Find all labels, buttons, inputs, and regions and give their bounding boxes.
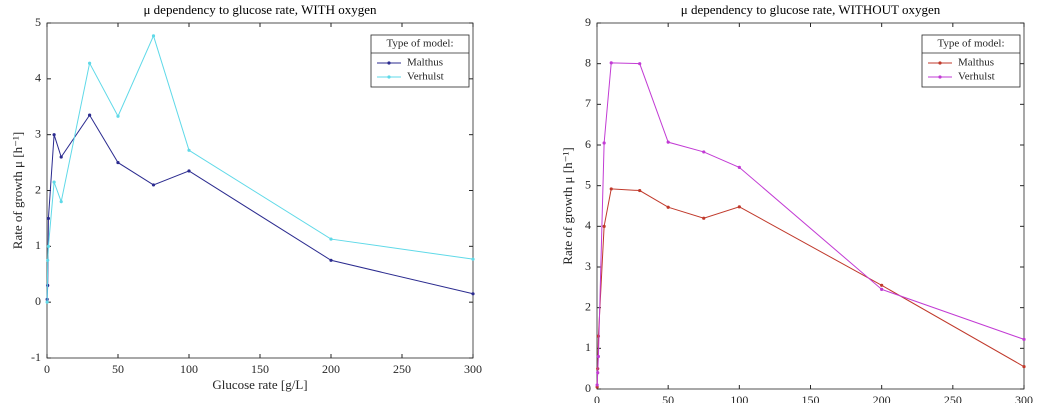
x-tick-label: 250: [944, 393, 962, 403]
y-axis-label: Rate of growth μ [h⁻¹]: [10, 132, 25, 249]
point: [596, 354, 601, 359]
y-tick-label: 0: [585, 381, 591, 395]
y-tick-label: 4: [35, 71, 41, 85]
legend-title: Type of model:: [386, 38, 453, 50]
x-tick-label: 0: [44, 362, 50, 376]
point: [46, 216, 51, 221]
point: [45, 300, 49, 304]
point: [638, 188, 642, 193]
y-tick-label: 0: [35, 294, 41, 308]
point: [602, 141, 606, 145]
point: [609, 187, 613, 191]
point: [595, 383, 599, 387]
point: [702, 216, 706, 220]
legend-marker: [938, 61, 942, 65]
chart-title: μ dependency to glucose rate, WITH oxyge…: [143, 2, 377, 17]
y-tick-label: 3: [585, 259, 591, 273]
point: [737, 205, 741, 209]
point: [46, 244, 51, 248]
point: [471, 292, 475, 296]
x-tick-label: 300: [1015, 393, 1033, 403]
legend-label: Verhulst: [958, 71, 995, 83]
point: [187, 169, 191, 173]
point: [187, 148, 191, 152]
y-tick-label: 9: [585, 15, 591, 29]
point: [702, 150, 706, 154]
legend-box: [921, 34, 1021, 88]
point: [46, 258, 50, 262]
point: [596, 371, 600, 375]
point: [1022, 337, 1026, 341]
legend-label: Malthus: [407, 57, 443, 69]
y-tick-label: 1: [35, 238, 41, 252]
y-tick-label: 4: [585, 218, 591, 232]
y-axis-label: Rate of growth μ [h⁻¹]: [560, 147, 575, 264]
point: [52, 133, 56, 137]
y-tick-label: 6: [585, 137, 591, 151]
x-tick-label: 50: [112, 362, 124, 376]
chart-title: μ dependency to glucose rate, WITHOUT ox…: [681, 2, 941, 17]
x-tick-label: 100: [180, 362, 198, 376]
legend-label: Malthus: [958, 57, 994, 69]
point: [116, 114, 120, 118]
y-tick-label: 1: [585, 340, 591, 354]
legend-label: Verhulst: [407, 71, 444, 83]
x-tick-label: 250: [393, 362, 411, 376]
x-tick-label: 150: [251, 362, 269, 376]
y-tick-label: 2: [585, 299, 591, 313]
point: [666, 140, 670, 144]
point: [329, 237, 333, 241]
point: [737, 165, 741, 169]
point: [638, 62, 642, 66]
point: [666, 205, 670, 209]
y-tick-label: 3: [35, 126, 41, 140]
point: [88, 61, 92, 65]
y-tick-label: 7: [585, 96, 591, 110]
y-tick-label: 8: [585, 55, 591, 69]
point: [116, 160, 120, 165]
legend-marker: [938, 75, 942, 79]
legend-marker: [387, 75, 391, 79]
point: [880, 283, 884, 287]
y-tick-label: 5: [35, 15, 41, 29]
point: [151, 34, 156, 38]
x-tick-label: 50: [662, 393, 674, 403]
point: [59, 200, 63, 204]
point: [1022, 365, 1026, 369]
point: [88, 113, 92, 117]
legend-title: Type of model:: [937, 38, 1004, 50]
point: [471, 257, 475, 261]
point: [329, 258, 333, 262]
y-tick-label: 2: [35, 182, 41, 196]
point: [609, 61, 613, 65]
y-tick-label: -1: [31, 350, 41, 364]
x-axis-label: Glucose rate [g/L]: [212, 377, 307, 392]
y-tick-label: 5: [585, 177, 591, 191]
point: [52, 180, 56, 184]
point: [880, 287, 884, 291]
legend-box: [370, 34, 470, 88]
point: [602, 224, 606, 228]
point: [59, 155, 63, 159]
x-tick-label: 200: [322, 362, 340, 376]
x-tick-label: 150: [802, 393, 820, 403]
x-tick-label: 100: [730, 393, 748, 403]
x-tick-label: 0: [594, 393, 600, 403]
point: [151, 183, 156, 187]
legend-marker: [387, 61, 391, 65]
point: [596, 334, 601, 338]
x-tick-label: 300: [464, 362, 482, 376]
x-tick-label: 200: [873, 393, 891, 403]
